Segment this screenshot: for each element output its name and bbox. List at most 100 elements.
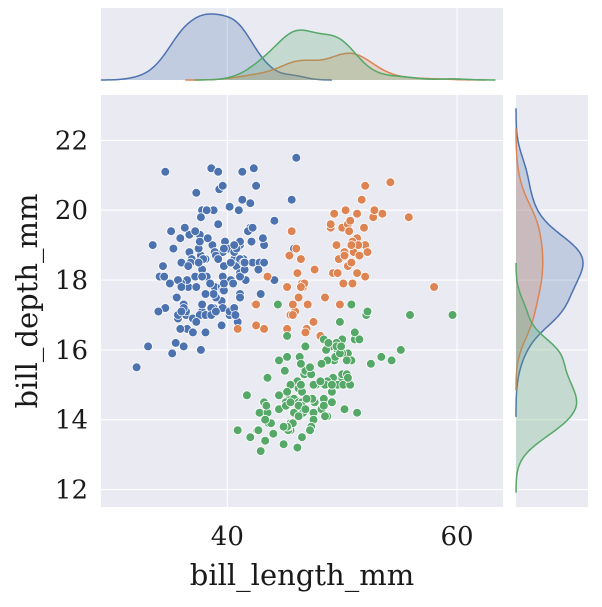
data-point [332, 268, 343, 278]
data-point [168, 243, 179, 254]
data-point [352, 407, 362, 418]
data-point [213, 219, 224, 230]
data-point [253, 264, 264, 275]
data-point [331, 240, 342, 250]
data-point [282, 386, 292, 397]
right-kde-line [515, 128, 544, 391]
data-point [232, 425, 243, 436]
data-point [191, 188, 202, 198]
data-point [213, 254, 224, 264]
y-tick-label: 12 [55, 476, 88, 506]
data-point [274, 355, 284, 366]
data-point [197, 271, 207, 282]
data-point [320, 411, 330, 422]
data-point [346, 299, 357, 310]
data-point [302, 299, 313, 310]
data-point [208, 289, 219, 299]
data-point [251, 299, 261, 310]
data-point [219, 278, 229, 289]
data-point [224, 201, 235, 212]
data-point [338, 278, 349, 289]
data-point [352, 268, 362, 278]
data-point [305, 425, 315, 436]
y-tick-label: 20 [55, 196, 88, 226]
data-point [175, 233, 186, 244]
data-point [178, 341, 189, 352]
data-point [246, 236, 257, 247]
data-point [153, 306, 164, 317]
data-point [229, 240, 240, 250]
right-kde-line [515, 108, 584, 417]
right-kde-fill [516, 128, 543, 391]
data-point [291, 243, 302, 254]
data-point [190, 226, 201, 237]
data-point [172, 292, 182, 303]
data-point [345, 215, 356, 226]
y-tick-label: 16 [55, 336, 88, 366]
marginal-top [100, 8, 503, 81]
data-point [323, 338, 334, 348]
data-point [354, 334, 365, 345]
data-point [282, 282, 292, 292]
data-point [360, 181, 371, 191]
data-point [344, 226, 354, 237]
right-kde-fill [516, 262, 577, 493]
data-point [245, 432, 256, 443]
data-point [292, 268, 303, 278]
data-point [336, 341, 346, 352]
data-point [196, 345, 206, 355]
data-point [201, 205, 212, 216]
data-point [339, 250, 350, 261]
data-point [327, 397, 337, 408]
data-point [327, 379, 337, 390]
right-kde-line [515, 262, 578, 493]
y-tick-label: 18 [55, 266, 88, 296]
data-point [183, 261, 194, 271]
data-point [366, 358, 376, 369]
data-point [235, 271, 245, 282]
data-point [237, 194, 248, 205]
data-point [286, 226, 297, 237]
data-point [285, 397, 296, 408]
data-point [356, 194, 367, 205]
data-point [354, 250, 365, 261]
data-point [278, 439, 289, 450]
data-point [305, 362, 315, 373]
data-point [346, 257, 357, 268]
data-point [377, 208, 388, 219]
data-point [315, 376, 326, 387]
data-point [385, 177, 396, 188]
data-point [216, 320, 227, 331]
data-point [329, 208, 340, 219]
y-tick-label: 14 [55, 406, 88, 436]
data-point [253, 425, 264, 436]
data-point [196, 212, 206, 223]
data-point [180, 222, 190, 233]
data-point [292, 442, 303, 453]
data-point [268, 428, 279, 439]
data-point [167, 348, 178, 359]
main-plot [101, 95, 503, 507]
data-point [362, 247, 373, 257]
data-point [213, 167, 224, 177]
data-point [188, 327, 198, 338]
top-kde-line [194, 29, 496, 81]
data-point [316, 358, 327, 369]
data-point [320, 292, 330, 303]
data-point [237, 167, 248, 177]
data-point [341, 355, 352, 366]
data-point [325, 219, 336, 230]
data-point [429, 282, 439, 292]
data-point [282, 331, 292, 341]
data-point [228, 278, 238, 289]
data-point [160, 167, 171, 177]
data-point [296, 254, 306, 264]
data-point [291, 153, 302, 163]
data-point [279, 365, 290, 376]
data-point [239, 257, 250, 268]
data-point [335, 299, 345, 310]
data-point [395, 345, 406, 355]
data-point [191, 317, 202, 327]
data-point [362, 306, 373, 317]
